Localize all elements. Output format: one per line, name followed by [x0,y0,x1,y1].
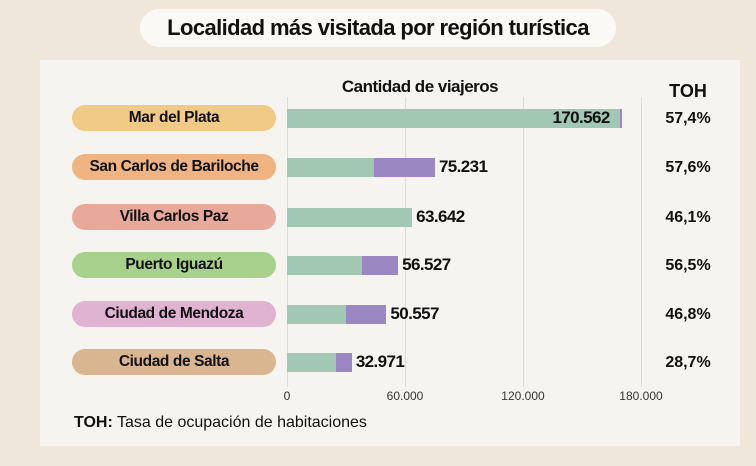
toh-value: 46,1% [665,209,711,226]
toh-value: 56,5% [665,257,711,274]
toh-value: 57,4% [665,110,711,127]
category-label: Mar del Plata [72,105,276,131]
x-tick-label: 0 [283,389,291,403]
axis-title: Cantidad de viajeros [341,77,499,96]
x-tick-label: 120.000 [501,389,545,403]
toh-value: 46,8% [665,306,711,323]
bar-segment [287,352,336,372]
value-label: 56.527 [402,255,451,274]
category-label: Ciudad de Salta [72,349,276,375]
bar-segment [287,157,374,177]
category-label: Villa Carlos Paz [72,204,276,230]
bar-segment [374,157,435,177]
bar-segment [335,352,352,372]
category-label: Ciudad de Mendoza [72,301,276,327]
value-label: 170.562 [552,108,610,127]
gridline [523,97,524,387]
value-label: 75.231 [438,157,488,176]
bar-segment [287,255,362,275]
gridline [641,97,642,387]
footnote-text: Tasa de ocupación de habitaciones [112,414,367,431]
x-tick-label: 180.000 [619,389,663,403]
value-label: 63.642 [416,207,465,226]
bar-segment [287,108,621,128]
bar-segment [287,207,413,227]
toh-value: 57,6% [665,159,711,176]
bar-segment [346,304,387,324]
footnote: TOH: Tasa de ocupación de habitaciones [74,414,367,432]
value-label: 50.557 [390,304,439,323]
x-tick-label: 60.000 [386,389,424,403]
bar-segment [620,108,623,128]
bar-segment [287,304,346,324]
footnote-abbr: TOH: [74,414,113,431]
bar-segment [362,255,399,275]
category-label: Puerto Iguazú [72,252,276,278]
chart-title-pill: Localidad más visitada por región turíst… [140,9,616,47]
gridline [405,97,406,387]
gridline [287,97,288,387]
value-label: 32.971 [355,352,405,371]
toh-header: TOH [669,81,707,101]
category-label: San Carlos de Bariloche [72,154,276,180]
toh-value: 28,7% [665,354,711,371]
